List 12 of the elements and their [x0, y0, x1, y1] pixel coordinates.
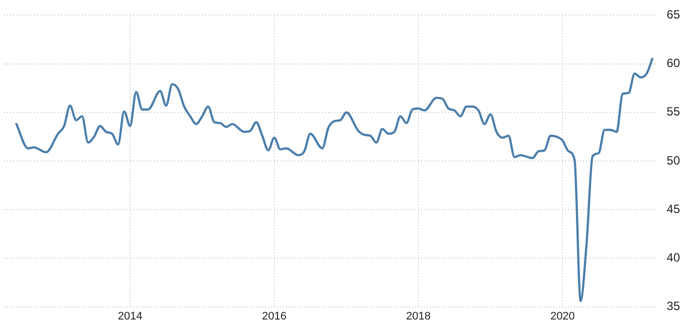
y-tick-label: 50 — [666, 153, 680, 168]
x-tick-label: 2018 — [406, 310, 431, 322]
y-tick-label: 65 — [666, 8, 680, 22]
y-tick-label: 60 — [666, 56, 680, 70]
y-tick-label: 35 — [666, 299, 680, 314]
x-tick-label: 2016 — [262, 310, 287, 322]
y-tick-label: 40 — [666, 250, 680, 265]
x-tick-label: 2014 — [118, 310, 142, 322]
y-tick-label: 55 — [666, 104, 680, 119]
y-tick-label: 45 — [666, 202, 680, 216]
x-tick-label: 2020 — [550, 310, 575, 322]
line-series — [14, 56, 654, 302]
